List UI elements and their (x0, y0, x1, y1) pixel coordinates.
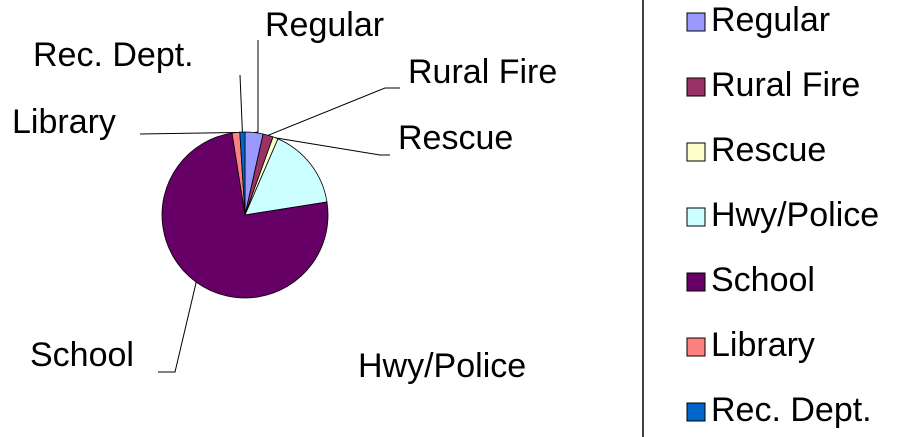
slice-label: Library (12, 103, 116, 141)
legend-label: School (711, 261, 815, 299)
slice-label: Rec. Dept. (33, 36, 194, 74)
legend-swatch (686, 142, 706, 162)
legend-swatch (686, 12, 706, 32)
slice-label: Rescue (398, 119, 513, 157)
pie-slice (244, 138, 328, 216)
leader-line (254, 40, 259, 133)
legend-swatch (686, 337, 706, 357)
legend-label: Rural Fire (711, 66, 860, 104)
slice-label: School (30, 336, 134, 374)
slice-label: Hwy/Police (358, 347, 526, 385)
leader-line (267, 87, 400, 136)
legend-label: Regular (711, 1, 830, 39)
leader-line (275, 137, 390, 156)
leader-line (239, 74, 243, 133)
legend-label: Rec. Dept. (711, 391, 872, 429)
legend-swatch (686, 402, 706, 422)
legend-label: Hwy/Police (711, 196, 879, 234)
leader-line (139, 132, 236, 135)
slice-label: Rural Fire (408, 53, 557, 91)
legend-swatch (686, 77, 706, 97)
legend-swatch (686, 207, 706, 227)
legend-label: Library (711, 326, 815, 364)
legend-label: Rescue (711, 131, 826, 169)
leader-line (158, 282, 197, 373)
slice-label: Regular (265, 6, 384, 44)
pie-slice (239, 131, 246, 216)
legend-swatch (686, 272, 706, 292)
